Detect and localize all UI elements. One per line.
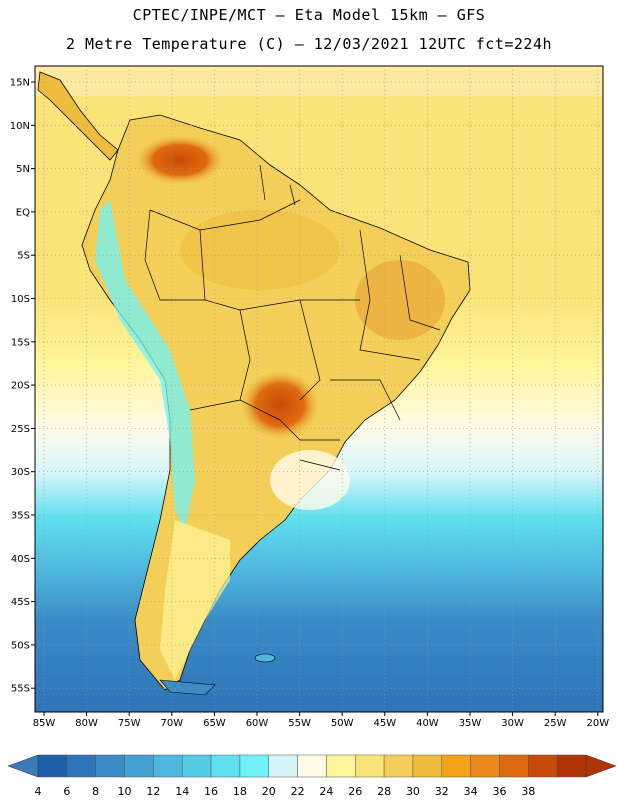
colorbar-label: 10 (118, 785, 132, 798)
colorbar-swatch (268, 754, 298, 778)
lon-tick-label: 55W (288, 718, 311, 729)
colorbar-swatch (470, 754, 500, 778)
lon-tick-label: 40W (416, 718, 439, 729)
lon-tick-label: 80W (75, 718, 98, 729)
lat-lon-grid (35, 66, 603, 712)
colorbar: 4 6 8 10 12 14 16 18 20 22 24 26 28 30 32 34 36 38 (7, 754, 617, 798)
lat-tick-label: 35S (11, 511, 30, 522)
colorbar-swatch (95, 754, 125, 778)
longitude-axis: 85W 80W 75W 70W 65W 60W 55W 50W 45W 40W 35W 30W 25W 2… (33, 712, 609, 729)
lon-tick-label: 35W (459, 718, 482, 729)
colorbar-swatch (441, 754, 471, 778)
colorbar-label: 20 (262, 785, 276, 798)
colorbar-swatch (326, 754, 356, 778)
colorbar-label: 32 (435, 785, 449, 798)
colorbar-label: 14 (175, 785, 189, 798)
colorbar-label: 8 (92, 785, 99, 798)
lon-tick-label: 60W (246, 718, 269, 729)
lat-tick-label: 40S (11, 554, 30, 565)
colorbar-swatch (556, 754, 587, 778)
colorbar-swatch (297, 754, 327, 778)
lon-tick-label: 50W (331, 718, 354, 729)
lat-tick-label: 20S (11, 381, 30, 392)
falkland-islands (254, 653, 276, 663)
andes-cool-strip (95, 200, 195, 530)
lon-tick-label: 65W (203, 718, 226, 729)
colorbar-swatch (528, 754, 558, 778)
colorbar-label: 38 (521, 785, 535, 798)
temperature-map: 15N 10N 5N EQ 5S 10S 15S 20S 25S 30S 35S 40S 45S 50S 5… (10, 65, 609, 729)
patagonia-mild (160, 520, 230, 680)
lon-tick-label: 20W (586, 718, 609, 729)
lat-tick-label: 10S (11, 294, 30, 305)
lat-tick-label: 5N (16, 164, 30, 175)
chart-title-line2: 2 Metre Temperature (C) – 12/03/2021 12U… (65, 35, 553, 53)
country-borders (144, 164, 441, 471)
latitude-axis: 15N 10N 5N EQ 5S 10S 15S 20S 25S 30S 35S 40S 45S 50S 5… (10, 78, 35, 695)
colorbar-swatch (153, 754, 183, 778)
colorbar-label: 4 (35, 785, 42, 798)
lat-tick-label: 55S (11, 684, 30, 695)
uruguay-mild (270, 450, 350, 510)
colorbar-swatch (124, 754, 154, 778)
plot-frame (34, 65, 604, 713)
lat-tick-label: 45S (11, 597, 30, 608)
colorbar-swatch (239, 754, 269, 778)
colorbar-swatch (499, 754, 529, 778)
colorbar-high-arrow (585, 754, 617, 778)
lat-tick-label: 10N (10, 121, 30, 132)
colorbar-low-arrow (7, 754, 39, 778)
lon-tick-label: 75W (118, 718, 141, 729)
tierra-del-fuego (159, 679, 216, 696)
colorbar-label: 22 (291, 785, 305, 798)
colorbar-label: 12 (146, 785, 160, 798)
colorbar-swatch (181, 754, 212, 778)
colorbar-swatch (37, 754, 68, 778)
lon-tick-label: 30W (501, 718, 524, 729)
colorbar-label: 16 (204, 785, 218, 798)
ocean-north-warm (35, 66, 603, 96)
warm-zone-amazon (180, 210, 340, 290)
lat-tick-label: 25S (11, 424, 30, 435)
lat-tick-label: 30S (11, 467, 30, 478)
colorbar-swatch (66, 754, 96, 778)
lon-tick-label: 25W (544, 718, 567, 729)
lon-tick-label: 70W (160, 718, 183, 729)
lon-tick-label: 85W (33, 718, 56, 729)
colorbar-swatch (412, 754, 443, 778)
hot-zone-northeast (355, 260, 445, 340)
colorbar-swatch (355, 754, 385, 778)
lon-tick-label: 45W (373, 718, 396, 729)
colorbar-swatch (383, 754, 414, 778)
colorbar-label: 30 (406, 785, 420, 798)
colorbar-label: 24 (319, 785, 333, 798)
lat-tick-label: 5S (17, 251, 30, 262)
hot-zone-north (135, 135, 225, 185)
lat-tick-label: 15S (11, 337, 30, 348)
colorbar-label: 34 (464, 785, 478, 798)
colorbar-label: 36 (492, 785, 506, 798)
lat-tick-label: 15N (10, 78, 30, 89)
central-america (37, 71, 119, 161)
lat-tick-label: EQ (16, 207, 30, 218)
colorbar-swatch (210, 754, 241, 778)
chart-title-line1: CPTEC/INPE/MCT – Eta Model 15km – GFS (132, 6, 486, 24)
lat-tick-label: 50S (11, 640, 30, 651)
colorbar-label: 26 (348, 785, 362, 798)
hot-zone-paraguay (240, 370, 320, 440)
colorbar-label: 6 (63, 785, 70, 798)
colorbar-label: 18 (233, 785, 247, 798)
colorbar-label: 28 (377, 785, 391, 798)
